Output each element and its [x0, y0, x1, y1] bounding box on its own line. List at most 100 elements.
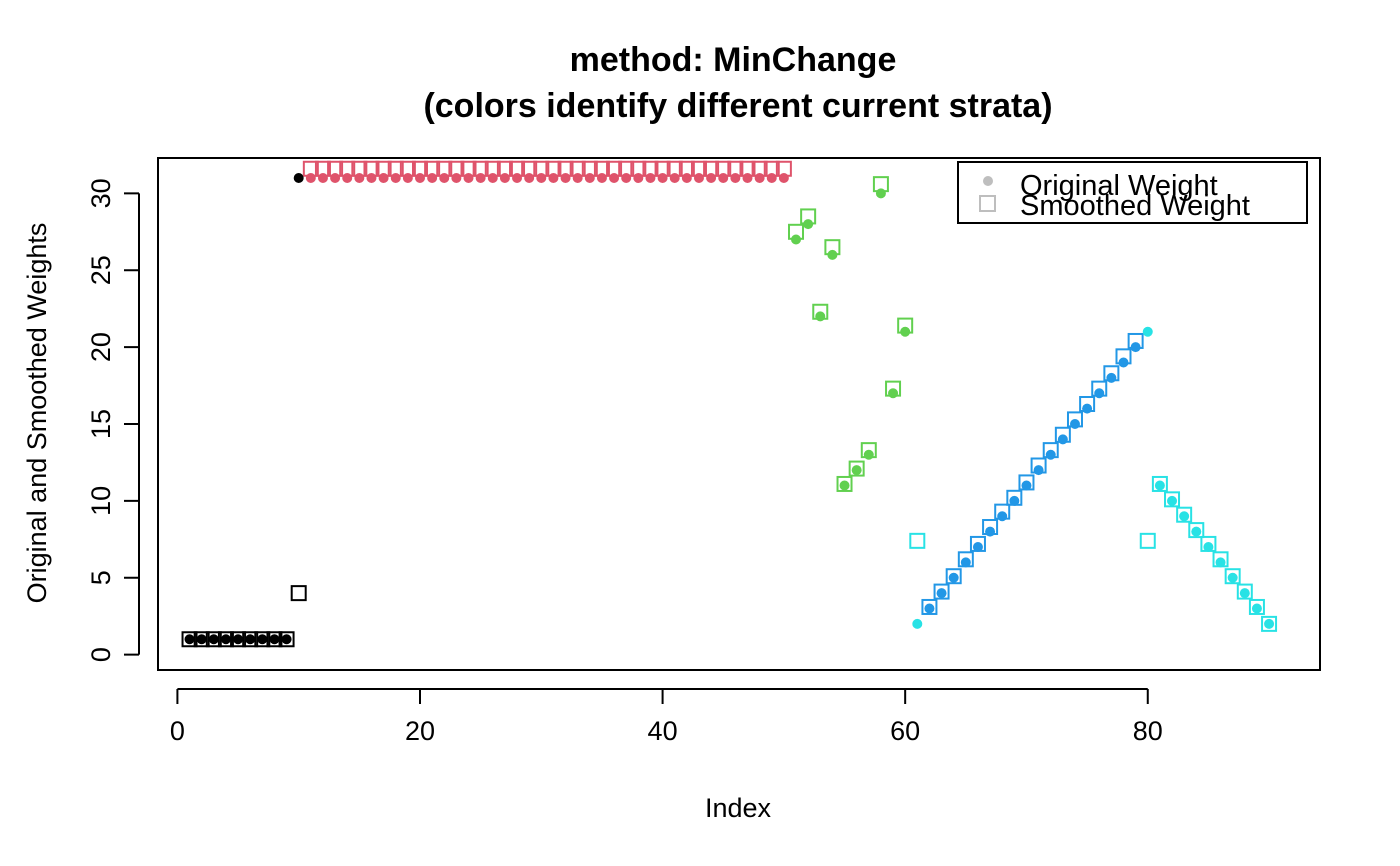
- original-weight-point: [1082, 403, 1093, 414]
- y-tick-label: 10: [86, 486, 116, 516]
- original-weight-point: [572, 172, 583, 183]
- original-weight-point: [499, 172, 510, 183]
- smoothed-weight-point: [1176, 506, 1193, 523]
- legend: Original Weight Smoothed Weight: [957, 161, 1308, 224]
- original-weight-point: [1251, 603, 1262, 614]
- original-weight-point: [754, 172, 765, 183]
- original-weight-point: [1227, 572, 1238, 583]
- x-tick-label: 80: [1133, 716, 1163, 746]
- original-weight-point: [184, 634, 195, 645]
- original-weight-point: [900, 326, 911, 337]
- smoothed-weight-point: [242, 631, 259, 648]
- smoothed-weight-point: [230, 631, 247, 648]
- original-weight-point: [936, 588, 947, 599]
- smoothed-weight-point: [909, 532, 926, 549]
- original-weight-point: [305, 172, 316, 183]
- original-weight-point: [512, 172, 523, 183]
- smoothed-weight-point: [1248, 598, 1265, 615]
- original-weight-point: [463, 172, 474, 183]
- original-weight-point: [330, 172, 341, 183]
- original-weight-point: [924, 603, 935, 614]
- original-weight-point: [342, 172, 353, 183]
- x-axis-label: Index: [705, 793, 772, 823]
- original-weight-point: [208, 634, 219, 645]
- chart-subtitle: (colors identify different current strat…: [423, 87, 1052, 125]
- original-weight-point: [693, 172, 704, 183]
- original-weight-point: [997, 511, 1008, 522]
- original-weight-point: [1045, 449, 1056, 460]
- original-weight-point: [548, 172, 559, 183]
- original-weight-point: [791, 234, 802, 245]
- smoothed-weight-point: [1151, 475, 1168, 492]
- original-weight-point: [633, 172, 644, 183]
- original-weight-point: [960, 557, 971, 568]
- original-weight-point: [366, 172, 377, 183]
- original-weight-point: [985, 526, 996, 537]
- plot-frame: [157, 157, 1321, 671]
- legend-label-original: Original Weight: [1020, 170, 1218, 202]
- smoothed-weight-point: [217, 631, 234, 648]
- y-tick-label: 5: [86, 570, 116, 585]
- original-weight-point: [1130, 342, 1141, 353]
- smoothed-weight-point: [1224, 568, 1241, 585]
- smoothed-weight-point: [1261, 615, 1278, 632]
- original-weight-point: [972, 541, 983, 552]
- original-weight-point: [451, 172, 462, 183]
- smoothed-weight-point: [1236, 583, 1253, 600]
- smoothed-weight-point: [278, 631, 295, 648]
- x-tick-label: 0: [170, 716, 185, 746]
- original-weight-point: [827, 249, 838, 260]
- y-tick-label: 15: [86, 409, 116, 439]
- smoothed-weight-point: [193, 631, 210, 648]
- original-weight-point: [269, 634, 280, 645]
- original-weight-point: [863, 449, 874, 460]
- legend-square-marker: [979, 195, 996, 212]
- original-weight-point: [1094, 388, 1105, 399]
- original-weight-point: [730, 172, 741, 183]
- y-tick-label: 30: [86, 178, 116, 208]
- original-weight-point: [609, 172, 620, 183]
- original-weight-point: [536, 172, 547, 183]
- original-weight-point: [390, 172, 401, 183]
- smoothed-weight-point: [933, 583, 950, 600]
- original-weight-point: [1021, 480, 1032, 491]
- original-weight-point: [1203, 541, 1214, 552]
- smoothed-weight-series: [181, 160, 1278, 648]
- original-weight-point: [427, 172, 438, 183]
- smoothed-weight-point: [1139, 532, 1156, 549]
- smoothed-weight-point: [181, 631, 198, 648]
- original-weight-point: [596, 172, 607, 183]
- original-weight-point: [815, 311, 826, 322]
- original-weight-point: [1167, 495, 1178, 506]
- legend-box: [957, 161, 1308, 224]
- original-weight-point: [196, 634, 207, 645]
- chart-title: method: MinChange: [570, 41, 897, 79]
- original-weight-point: [257, 634, 268, 645]
- original-weight-point: [1264, 618, 1275, 629]
- original-weight-point: [378, 172, 389, 183]
- original-weight-point: [293, 172, 304, 183]
- x-tick-label: 40: [648, 716, 678, 746]
- original-weight-point: [657, 172, 668, 183]
- original-weight-point: [839, 480, 850, 491]
- original-weight-point: [1033, 465, 1044, 476]
- original-weight-point: [766, 172, 777, 183]
- original-weight-point: [778, 172, 789, 183]
- smoothed-weight-point: [848, 460, 865, 477]
- y-tick-label: 0: [86, 647, 116, 662]
- original-weight-point: [742, 172, 753, 183]
- original-weight-point: [1118, 357, 1129, 368]
- smoothed-weight-point: [945, 568, 962, 585]
- original-weight-point: [233, 634, 244, 645]
- original-weight-point: [645, 172, 656, 183]
- original-weight-point: [281, 634, 292, 645]
- smoothed-weight-point: [266, 631, 283, 648]
- x-axis: 0 20 40 60 80: [170, 688, 1163, 746]
- original-weight-point: [706, 172, 717, 183]
- original-weight-point: [851, 465, 862, 476]
- original-weight-point: [439, 172, 450, 183]
- y-tick-label: 20: [86, 332, 116, 362]
- legend-circle-marker: [983, 176, 993, 186]
- original-weight-point: [912, 618, 923, 629]
- original-weight-point: [475, 172, 486, 183]
